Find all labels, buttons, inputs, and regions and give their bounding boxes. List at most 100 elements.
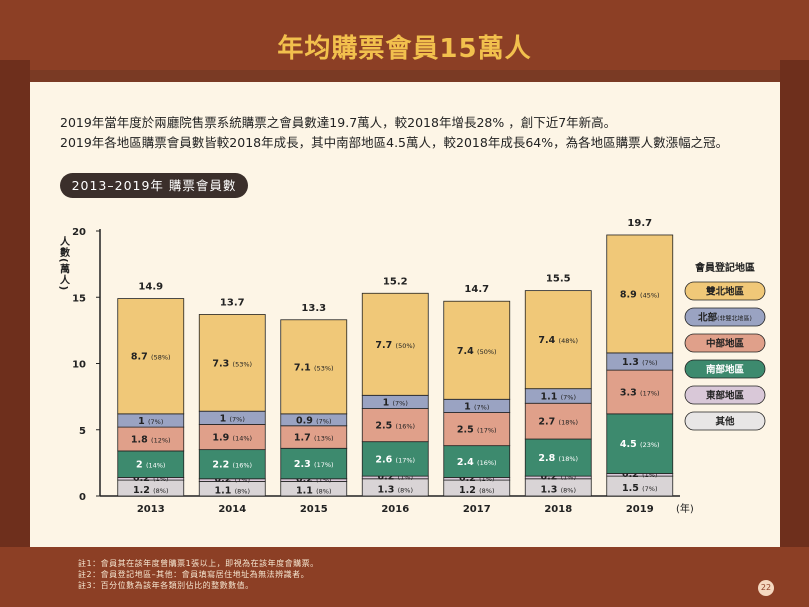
- total-label: 13.7: [220, 297, 245, 308]
- data-label: 7.7 (50%): [375, 340, 415, 351]
- bar-segment: [280, 319, 348, 415]
- data-label: 1.7 (13%): [294, 433, 334, 444]
- data-label: 2.6 (17%): [375, 454, 415, 465]
- x-tick-label: 2014: [218, 504, 246, 515]
- legend-swatch: [684, 359, 766, 379]
- bar-segment: [524, 438, 592, 477]
- data-label: 2.5 (16%): [375, 421, 415, 432]
- data-label: 0.2 (1%): [377, 471, 413, 482]
- data-label: 4.5 (23%): [620, 439, 660, 450]
- data-label: 1.1 (8%): [296, 486, 332, 497]
- data-label: 0.2 (1%): [459, 473, 495, 484]
- x-tick-label: 2016: [381, 504, 409, 515]
- data-label: 0.2 (1%): [540, 471, 576, 482]
- bar-segment: [361, 292, 429, 396]
- data-label: 3.3 (17%): [620, 387, 660, 398]
- data-label: 8.7 (58%): [131, 352, 171, 363]
- data-label: 1.3 (8%): [540, 484, 576, 495]
- legend-label: 中部地區: [706, 338, 745, 350]
- data-label: 2.4 (16%): [457, 457, 497, 468]
- y-tick-label: 20: [72, 227, 86, 238]
- x-tick-label: 2019: [626, 504, 654, 515]
- y-tick-label: 15: [72, 293, 86, 304]
- data-label: 1 (7%): [220, 413, 245, 424]
- legend-swatch: [684, 307, 766, 327]
- x-tick-label: 2013: [137, 504, 165, 515]
- footnote-2: 註2：會員登記地區–其他：會員填寫居住地址為無法辨識者。: [78, 570, 310, 579]
- legend-swatch: [684, 333, 766, 353]
- data-label: 7.3 (53%): [212, 358, 252, 369]
- bar-segment: [198, 424, 266, 451]
- data-label: 2.2 (16%): [212, 460, 252, 471]
- data-label: 0.2 (1%): [133, 473, 169, 484]
- data-label: 1 (7%): [464, 401, 489, 412]
- data-label: 1.5 (7%): [622, 483, 658, 494]
- data-label: 1.8 (12%): [131, 435, 171, 446]
- bar-segment: [606, 234, 674, 354]
- data-label: 7.4 (50%): [457, 346, 497, 357]
- y-tick-label: 0: [79, 492, 86, 503]
- intro-line-2: 2019年各地區購票會員數皆較2018年成長，其中南部地區4.5萬人，較2018…: [60, 135, 729, 150]
- legend-label: 其他: [715, 416, 735, 428]
- data-label: 1.1 (8%): [214, 486, 250, 497]
- bar-segment: [198, 449, 266, 480]
- bar-segment: [606, 413, 674, 474]
- data-label: 7.1 (53%): [294, 362, 334, 373]
- bar-segment: [117, 450, 185, 478]
- total-label: 14.9: [138, 282, 163, 293]
- total-label: 13.3: [301, 303, 326, 314]
- total-label: 15.2: [383, 276, 408, 287]
- data-label: 1.1 (7%): [540, 391, 576, 402]
- y-tick-label: 10: [72, 360, 86, 371]
- data-label: 2 (14%): [136, 460, 165, 471]
- bar-segment: [361, 408, 429, 443]
- x-tick-label: 2015: [300, 504, 328, 515]
- footer-band: [0, 547, 809, 607]
- bar-segment: [117, 298, 185, 415]
- data-label: 1.2 (8%): [133, 485, 169, 496]
- legend-swatch: [684, 411, 766, 431]
- footnote-3: 註3：百分位數為該年各類別佔比的整數數值。: [78, 581, 254, 590]
- legend-swatch: [684, 281, 766, 301]
- data-label: 2.5 (17%): [457, 425, 497, 436]
- y-tick-label: 5: [79, 426, 86, 437]
- data-label: 0.2 (1%): [214, 474, 250, 485]
- data-label: 0.2 (1%): [296, 474, 332, 485]
- data-label: 1.3 (7%): [622, 357, 658, 368]
- x-tick-label: 2017: [463, 504, 491, 515]
- data-label: 1 (7%): [138, 416, 163, 427]
- data-label: 2.3 (17%): [294, 459, 334, 470]
- legend-label: 南部地區: [706, 364, 745, 376]
- intro-line-1: 2019年當年度於兩廳院售票系統購票之會員數達19.7萬人，較2018年增長28…: [60, 115, 617, 130]
- right-wall: [780, 60, 809, 560]
- chart-title: 2013–2019年 購票會員數: [60, 173, 248, 198]
- data-label: 0.9 (7%): [296, 415, 332, 426]
- page-title: 年均購票會員15萬人: [277, 34, 532, 64]
- bar-segment: [606, 369, 674, 415]
- data-label: 2.8 (18%): [538, 453, 578, 464]
- bar-segment: [443, 412, 511, 447]
- left-wall: [0, 60, 30, 560]
- total-label: 14.7: [464, 284, 489, 295]
- page-number: 22: [758, 580, 774, 596]
- x-tick-label: 2018: [544, 504, 572, 515]
- legend-title: 會員登記地區: [694, 261, 755, 274]
- header-band: [0, 0, 809, 70]
- data-label: 1.3 (8%): [377, 484, 413, 495]
- total-label: 19.7: [627, 218, 652, 229]
- bar-segment: [524, 402, 592, 440]
- footnote-1: 註1：會員其在該年度曾購票1張以上，即視為在該年度會購票。: [78, 559, 319, 568]
- data-label: 0.2 (1%): [622, 469, 658, 480]
- legend-label: 北部(非雙北地區): [698, 312, 752, 324]
- data-label: 1 (7%): [383, 397, 408, 408]
- legend-label: 東部地區: [705, 390, 745, 402]
- y-axis-label: 人數(萬人): [58, 235, 70, 291]
- bar-segment: [443, 300, 511, 400]
- data-label: 7.4 (48%): [538, 335, 578, 346]
- legend-label: 雙北地區: [706, 286, 745, 298]
- x-axis-label: (年): [676, 502, 694, 515]
- legend-swatch: [684, 385, 766, 405]
- data-label: 1.9 (14%): [212, 433, 252, 444]
